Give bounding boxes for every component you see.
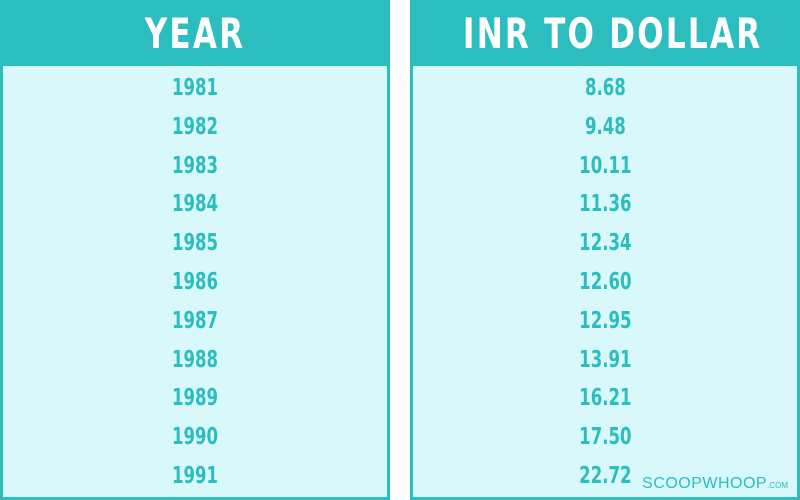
rate-cell: 16.21 xyxy=(578,385,632,412)
year-column-title: YEAR xyxy=(144,9,246,58)
rate-cell: 22.72 xyxy=(578,462,632,489)
rate-cell: 12.34 xyxy=(578,230,632,257)
rate-column-title: INR TO DOLLAR xyxy=(462,9,763,58)
year-column: YEAR 1981 1982 1983 1984 1985 1986 1987 … xyxy=(0,0,390,500)
rate-cell: 8.68 xyxy=(584,75,626,101)
rate-cell: 13.91 xyxy=(578,346,632,373)
year-cell: 1989 xyxy=(171,385,219,412)
year-cell: 1987 xyxy=(171,307,219,334)
rate-cell: 9.48 xyxy=(584,113,626,140)
year-cell: 1991 xyxy=(171,462,219,489)
year-column-cells: 1981 1982 1983 1984 1985 1986 1987 1988 … xyxy=(3,69,387,496)
rate-cell: 11.36 xyxy=(578,191,632,218)
year-cell: 1981 xyxy=(171,75,219,101)
year-cell: 1990 xyxy=(171,424,219,451)
year-column-header: YEAR xyxy=(3,3,387,66)
year-cell: 1983 xyxy=(171,152,219,179)
rate-column: INR TO DOLLAR 8.68 9.48 10.11 11.36 12.3… xyxy=(410,0,800,500)
rate-cell: 17.50 xyxy=(578,424,632,451)
year-cell: 1984 xyxy=(171,191,219,218)
rate-cell: 12.95 xyxy=(578,307,632,334)
rate-cell: 12.60 xyxy=(578,268,632,295)
rate-cell: 10.11 xyxy=(578,152,632,179)
rate-column-header: INR TO DOLLAR xyxy=(413,3,797,66)
year-cell: 1988 xyxy=(171,346,219,373)
year-cell: 1982 xyxy=(171,113,219,140)
year-cell: 1986 xyxy=(171,268,219,295)
brand-watermark: SCOOPWHOOP.COM xyxy=(642,475,788,492)
rate-column-cells: 8.68 9.48 10.11 11.36 12.34 12.60 12.95 … xyxy=(413,69,797,496)
year-cell: 1985 xyxy=(171,230,219,257)
